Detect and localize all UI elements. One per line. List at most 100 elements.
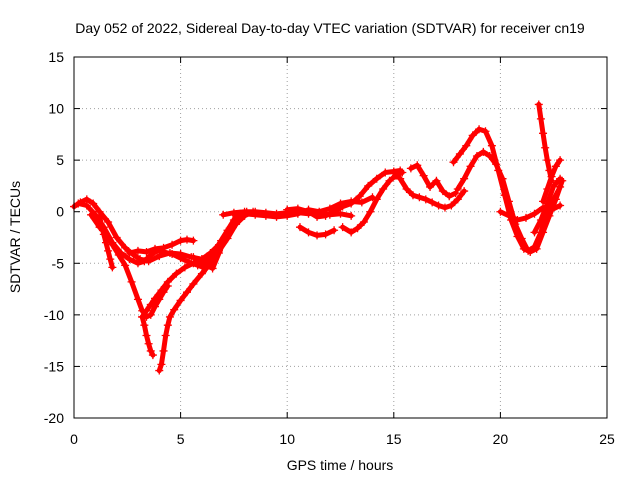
data-point-marker (498, 174, 507, 183)
y-tick-label: 5 (56, 152, 64, 168)
data-point-marker (556, 201, 565, 210)
data-point-marker (223, 226, 232, 235)
data-point-marker (163, 321, 172, 330)
data-point-marker (481, 127, 490, 136)
data-point-marker (359, 218, 368, 227)
data-point-marker (440, 203, 449, 212)
data-point-marker (168, 250, 177, 259)
data-point-marker (426, 182, 435, 191)
data-point-marker (336, 209, 345, 218)
data-point-marker (197, 269, 206, 278)
data-point-marker (142, 306, 151, 315)
data-point-marker (170, 305, 179, 314)
data-point-marker (151, 294, 160, 303)
data-point-marker (466, 162, 475, 171)
data-point-marker (385, 176, 394, 185)
data-point-marker (419, 171, 428, 180)
series-arc-22 (530, 174, 565, 237)
data-point-marker (536, 215, 545, 224)
data-point-marker (338, 223, 347, 232)
data-point-marker (168, 240, 177, 249)
plot-frame (73, 56, 608, 419)
data-point-marker (460, 174, 469, 183)
data-point-marker (460, 187, 469, 196)
data-point-marker (133, 259, 142, 268)
data-point-marker (438, 187, 447, 196)
data-point-marker (104, 218, 113, 227)
data-point-marker (338, 202, 347, 211)
x-tick-label: 15 (386, 431, 402, 447)
data-point-marker (530, 209, 539, 218)
data-point-marker (189, 279, 198, 288)
data-point-marker (396, 174, 405, 183)
series-arc-8 (125, 235, 198, 257)
data-point-marker (108, 263, 117, 272)
data-point-marker (157, 360, 166, 369)
data-point-marker (106, 255, 115, 264)
x-axis-ticks: 0 5 10 15 20 25 (70, 57, 615, 447)
series-arc-23 (539, 156, 565, 206)
data-point-marker (214, 248, 223, 257)
data-point-marker (530, 228, 539, 237)
data-point-marker (330, 226, 339, 235)
data-point-marker (556, 174, 565, 183)
series-trace (391, 170, 467, 211)
data-point-marker (182, 288, 191, 297)
data-point-marker (229, 215, 238, 224)
x-tick-label: 20 (493, 431, 509, 447)
series-arc-14 (295, 223, 339, 240)
data-point-marker (541, 143, 550, 152)
data-point-marker (504, 197, 513, 206)
data-point-marker (133, 295, 142, 304)
data-point-marker (142, 331, 151, 340)
x-axis-label: GPS time / hours (287, 457, 394, 473)
data-point-marker (504, 211, 513, 220)
data-point-marker (219, 210, 228, 219)
data-point-marker (543, 199, 552, 208)
data-point-marker (210, 246, 219, 255)
data-point-marker (347, 199, 356, 208)
data-point-marker (82, 201, 91, 210)
data-point-marker (146, 310, 155, 319)
data-point-marker (536, 114, 545, 123)
data-point-marker (159, 346, 168, 355)
data-point-marker (355, 192, 364, 201)
data-point-marker (398, 168, 407, 177)
data-point-marker (551, 162, 560, 171)
series-arc-4 (95, 212, 117, 272)
data-point-marker (547, 205, 556, 214)
data-point-marker (513, 215, 522, 224)
data-point-marker (413, 161, 422, 170)
y-tick-label: 0 (56, 204, 64, 220)
data-point-marker (496, 207, 505, 216)
data-point-marker (455, 149, 464, 158)
data-point-marker (517, 234, 526, 243)
series-arc-19 (453, 147, 565, 255)
data-point-marker (180, 263, 189, 272)
data-point-marker (204, 255, 213, 264)
data-point-marker (148, 351, 157, 360)
data-point-marker (549, 181, 558, 190)
data-point-marker (229, 208, 238, 217)
data-point-marker (415, 193, 424, 202)
data-point-marker (182, 235, 191, 244)
data-point-marker (114, 251, 123, 260)
data-point-marker (543, 185, 552, 194)
data-point-marker (197, 259, 206, 268)
data-point-marker (208, 264, 217, 273)
data-point-marker (330, 207, 339, 216)
y-axis-label: SDTVAR / TECUs (7, 181, 23, 293)
data-point-marker (556, 182, 565, 191)
y-tick-label: -5 (52, 255, 65, 271)
data-point-marker (475, 125, 484, 134)
data-point-marker (468, 131, 477, 140)
data-point-marker (140, 257, 149, 266)
series-arc-13 (283, 166, 405, 221)
data-point-marker (347, 211, 356, 220)
data-point-marker (479, 147, 488, 156)
data-point-marker (472, 152, 481, 161)
y-tick-label: -20 (44, 410, 64, 426)
data-point-marker (165, 312, 174, 321)
data-point-marker (140, 321, 149, 330)
